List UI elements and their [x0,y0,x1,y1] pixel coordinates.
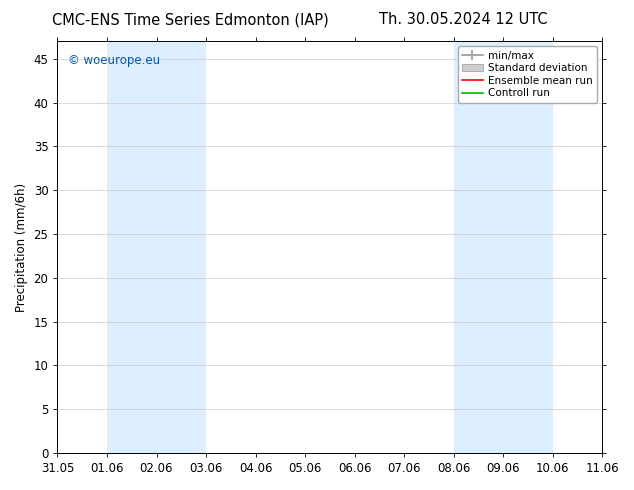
Bar [453,41,503,453]
Legend: min/max, Standard deviation, Ensemble mean run, Controll run: min/max, Standard deviation, Ensemble me… [458,47,597,102]
Bar [157,41,206,453]
Bar [107,41,157,453]
Bar [503,41,553,453]
Text: CMC-ENS Time Series Edmonton (IAP): CMC-ENS Time Series Edmonton (IAP) [52,12,328,27]
Y-axis label: Precipitation (mm/6h): Precipitation (mm/6h) [15,183,28,312]
Text: © woeurope.eu: © woeurope.eu [68,53,160,67]
Bar [602,41,627,453]
Text: Th. 30.05.2024 12 UTC: Th. 30.05.2024 12 UTC [378,12,547,27]
